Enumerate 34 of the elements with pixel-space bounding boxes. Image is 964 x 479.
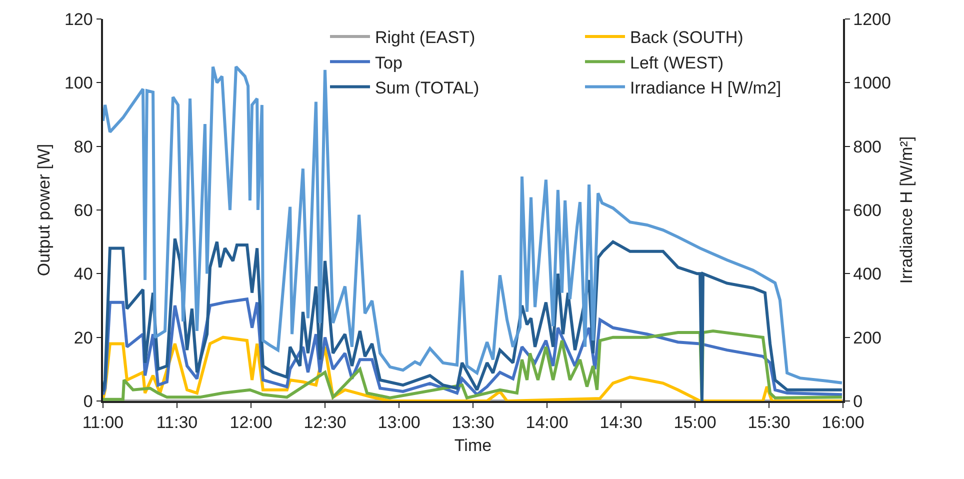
x-tick-label: 14:30 [600,413,642,432]
y2-tick-label: 0 [853,392,863,411]
x-tick-label: 11:30 [156,413,198,432]
legend-label: Back (SOUTH) [630,28,744,48]
legend-label: Sum (TOTAL) [375,78,480,98]
x-tick-label: 15:30 [748,413,790,432]
y-tick-label: 60 [74,200,93,220]
y-tick-label: 80 [74,137,93,156]
y2-tick-label: 600 [853,200,882,220]
x-tick-label: 15:00 [674,413,716,432]
y2-tick-label: 800 [853,137,882,156]
y-tick-label: 0 [83,392,93,411]
y-axis-title: Output power [W] [34,144,54,276]
legend-label: Left (WEST) [630,53,724,72]
x-tick-label: 11:00 [82,413,124,432]
legend-label: Right (EAST) [375,28,476,48]
y-tick-label: 120 [64,10,93,29]
x-axis-title: Time [454,436,492,456]
y2-tick-label: 1000 [853,74,891,93]
x-tick-label: 16:00 [822,413,864,432]
legend-label: Irradiance H [W/m2] [630,78,782,98]
x-tick-label: 13:00 [378,413,420,432]
y-tick-label: 20 [74,328,93,348]
x-tick-label: 12:00 [230,413,272,432]
y-tick-label: 40 [74,264,93,284]
y-tick-label: 100 [64,74,93,93]
x-tick-label: 14:00 [526,413,568,432]
y2-tick-label: 1200 [853,10,891,29]
x-tick-label: 12:30 [304,413,346,432]
y2-tick-label: 400 [853,264,882,284]
y2-axis-title: Irradiance H [W/m²] [896,136,916,284]
x-tick-label: 13:30 [452,413,494,432]
y2-tick-label: 200 [853,328,882,348]
legend-label: Top [375,53,402,72]
